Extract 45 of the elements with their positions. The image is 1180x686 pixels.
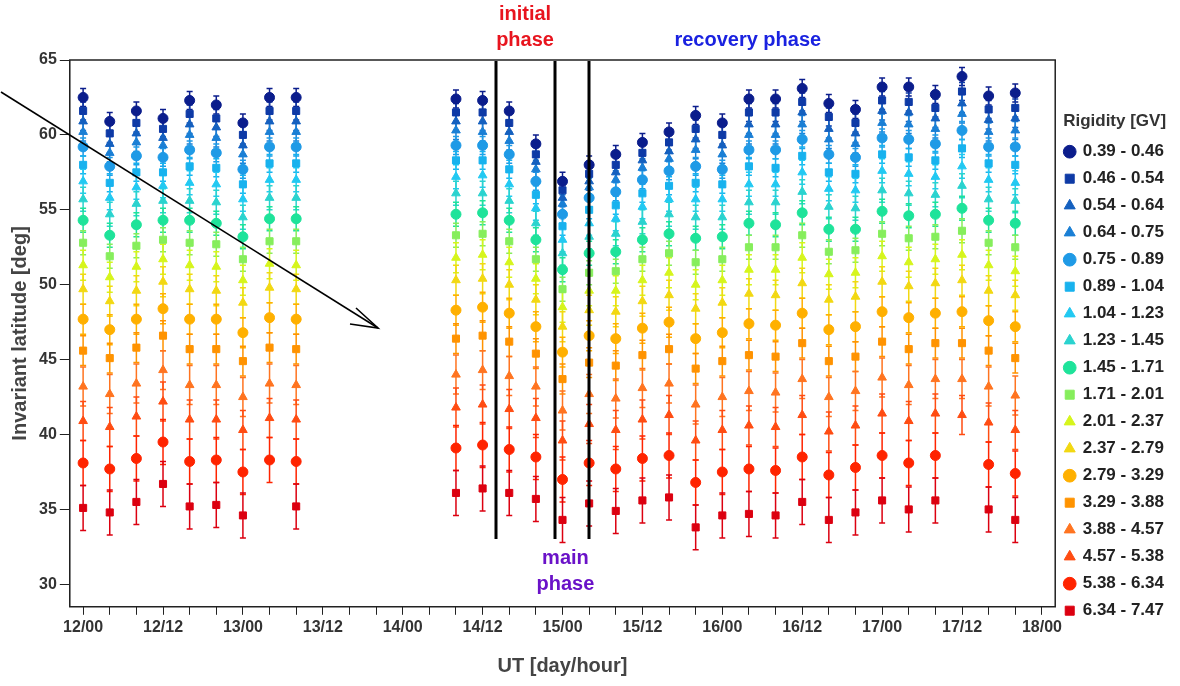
x-tick-label: 12/12	[142, 617, 184, 635]
legend-label: 1.23 - 1.45	[1082, 330, 1164, 350]
legend-label: 2.79 - 3.29	[1082, 465, 1164, 485]
y-tick-label: 40	[39, 424, 57, 442]
legend-label: 6.34 - 7.47	[1082, 600, 1164, 620]
x-tick-label: 16/12	[782, 617, 823, 635]
y-axis-title: Invariant latitude [deg]	[7, 226, 30, 441]
annotation: main phase	[536, 546, 595, 595]
legend-label: 1.45 - 1.71	[1082, 357, 1164, 377]
x-tick-label: 15/00	[542, 617, 583, 635]
y-tick-label: 65	[39, 50, 57, 68]
legend-title: Rigidity [GV]	[1063, 110, 1167, 130]
legend-label: 0.46 - 0.54	[1082, 168, 1165, 188]
text: recovery phase	[674, 27, 822, 50]
y-tick-label: 35	[39, 499, 57, 517]
text: initial phase	[496, 1, 554, 50]
legend-label: 2.01 - 2.37	[1082, 411, 1164, 431]
x-tick-label: 17/00	[862, 617, 903, 635]
y-tick-label: 45	[39, 350, 57, 368]
legend-label: 0.54 - 0.64	[1082, 195, 1165, 215]
x-tick-label: 16/00	[702, 617, 743, 635]
legend-label: 0.75 - 0.89	[1082, 249, 1164, 269]
x-tick-label: 13/12	[302, 617, 343, 635]
legend-label: 2.37 - 2.79	[1082, 438, 1164, 458]
x-tick-label: 12/00	[63, 617, 104, 635]
x-tick-label: 18/00	[1021, 617, 1063, 635]
x-tick-label: 14/00	[382, 617, 423, 635]
x-tick-label: 14/12	[462, 617, 503, 635]
legend-label: 4.57 - 5.38	[1082, 546, 1164, 566]
y-tick-label: 60	[39, 125, 57, 143]
y-tick-label: 55	[39, 200, 57, 218]
x-tick-label: 13/00	[222, 617, 264, 635]
legend-label: 5.38 - 6.34	[1082, 573, 1165, 593]
legend-label: 3.29 - 3.88	[1082, 492, 1164, 512]
x-axis-title: UT [day/hour]	[497, 653, 628, 676]
legend-label: 1.71 - 2.01	[1082, 384, 1164, 404]
y-tick-label: 30	[39, 574, 57, 592]
legend-label: 0.89 - 1.04	[1082, 276, 1165, 296]
legend-label: 0.39 - 0.46	[1082, 141, 1164, 161]
x-tick-label: 17/12	[941, 617, 983, 635]
legend-label: 1.04 - 1.23	[1082, 303, 1164, 323]
legend-label: 3.88 - 4.57	[1082, 519, 1164, 539]
x-tick-label: 15/12	[622, 617, 663, 635]
y-tick-label: 50	[39, 275, 57, 293]
legend-label: 0.64 - 0.75	[1082, 222, 1164, 242]
